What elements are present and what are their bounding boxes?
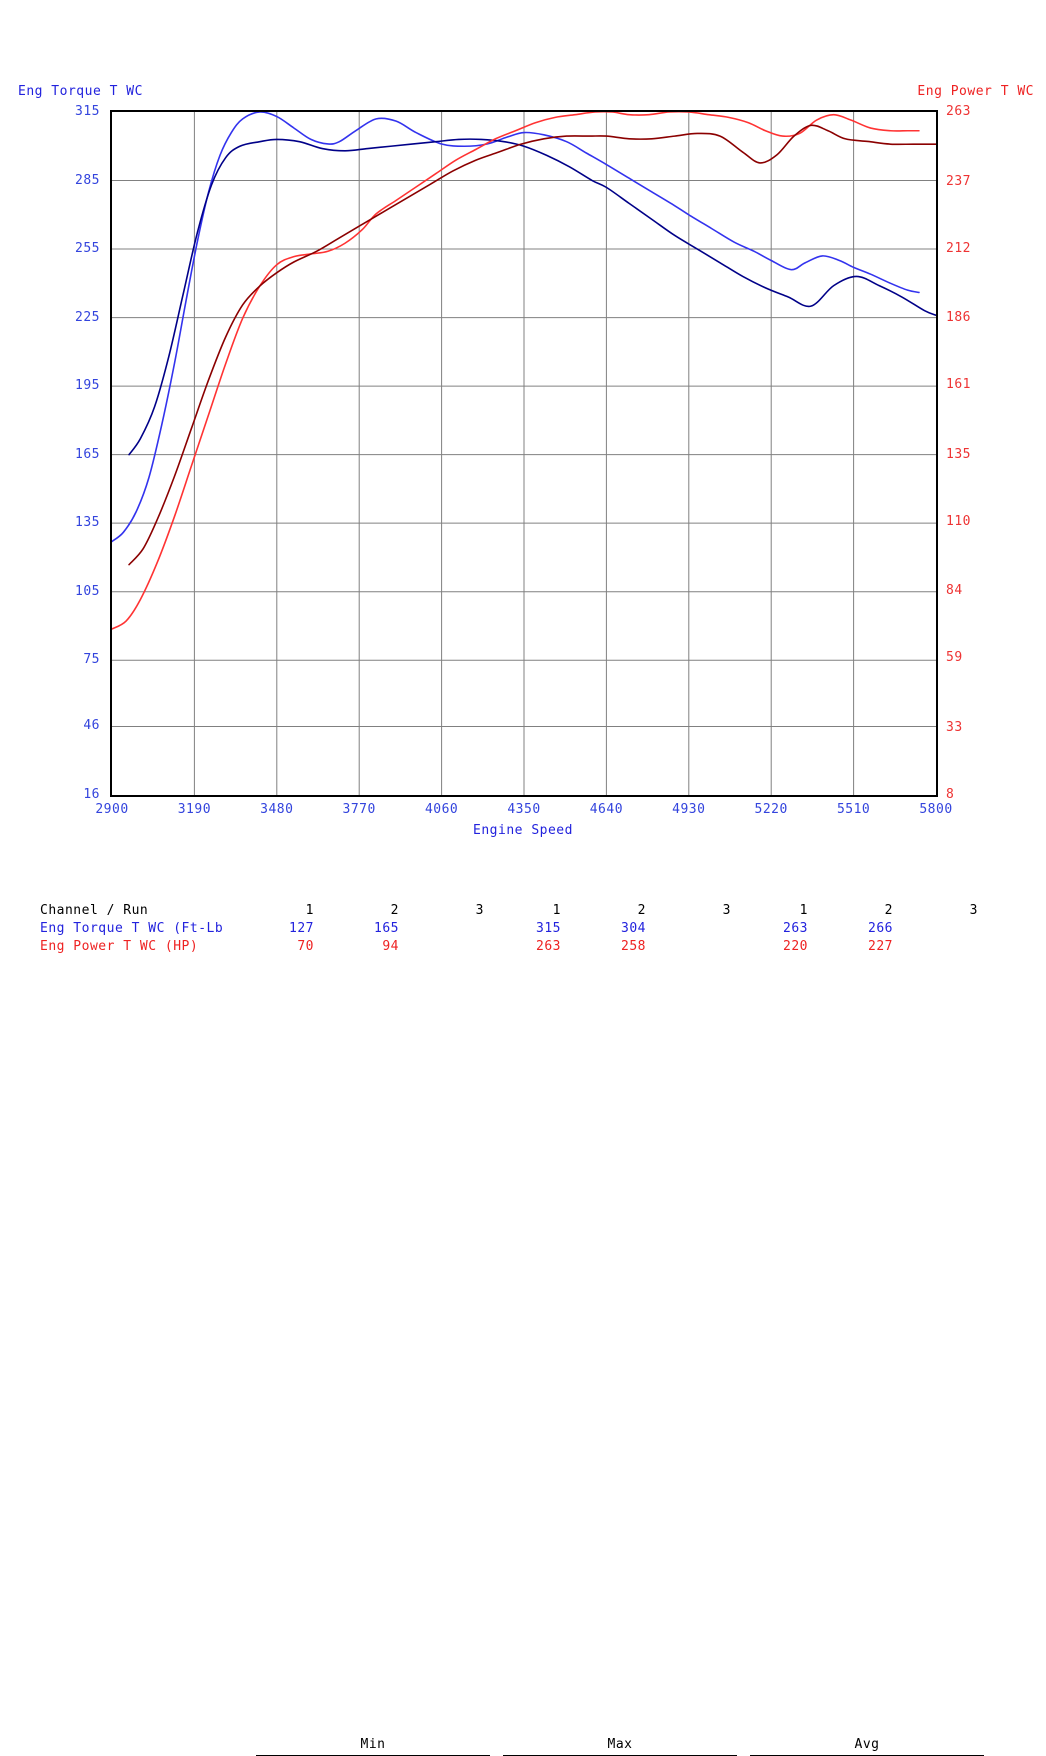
x-tick-4060: 4060 bbox=[424, 802, 459, 817]
plot-svg bbox=[112, 112, 936, 795]
series-line-2 bbox=[128, 138, 936, 456]
x-tick-3190: 3190 bbox=[177, 802, 212, 817]
summary-cell-channel-avg-run2: 2 bbox=[884, 903, 893, 918]
data-curves bbox=[112, 112, 936, 630]
series-line-4 bbox=[128, 124, 936, 566]
right-tick-135: 135 bbox=[946, 446, 971, 462]
right-tick-84: 84 bbox=[946, 583, 963, 599]
summary-table: Min Max Avg Channel / Run 1 2 3 1 2 3 1 2 3 Eng Torqu… bbox=[0, 866, 1046, 1756]
x-tick-5510: 5510 bbox=[836, 802, 871, 817]
left-tick-255: 255 bbox=[75, 241, 100, 257]
left-tick-16: 16 bbox=[83, 787, 100, 802]
summary-cell-power-min-run1: 70 bbox=[297, 939, 314, 954]
x-tick-3770: 3770 bbox=[342, 802, 376, 817]
x-tick-3480: 3480 bbox=[260, 802, 294, 817]
left-tick-135: 135 bbox=[75, 515, 100, 531]
left-tick-285: 285 bbox=[75, 172, 100, 188]
summary-cell-channel-max-run1: 1 bbox=[552, 903, 561, 918]
x-tick-5220: 5220 bbox=[754, 802, 788, 817]
series-line-3 bbox=[112, 112, 920, 630]
summary-cell-channel-avg-run1: 1 bbox=[799, 903, 808, 918]
summary-cell-channel-min-run2: 2 bbox=[390, 903, 399, 918]
summary-cell-power-avg-run1: 220 bbox=[783, 939, 808, 954]
x-tick-4640: 4640 bbox=[589, 802, 624, 817]
right-tick-33: 33 bbox=[946, 720, 963, 736]
summary-row-label-torque: Eng Torque T WC (Ft-Lb bbox=[40, 921, 224, 936]
summary-row-label-power: Eng Power T WC (HP) bbox=[40, 939, 199, 954]
left-tick-75: 75 bbox=[83, 652, 100, 668]
right-tick-110: 110 bbox=[946, 513, 971, 529]
x-tick-2900: 2900 bbox=[95, 802, 129, 817]
x-axis-title: Engine Speed bbox=[473, 823, 573, 838]
right-axis-title: Eng Power T WC bbox=[917, 84, 1034, 99]
summary-cell-power-avg-run2: 227 bbox=[868, 939, 893, 954]
x-tick-4350: 4350 bbox=[507, 802, 541, 817]
right-tick-8: 8 bbox=[946, 787, 955, 802]
summary-cell-torque-max-run1: 315 bbox=[536, 921, 561, 936]
left-tick-105: 105 bbox=[75, 583, 100, 599]
dyno-chart-page: Eng Torque T WC Eng Power T WC 315 285 255… bbox=[0, 84, 1046, 1756]
right-tick-212: 212 bbox=[946, 240, 971, 256]
summary-cell-channel-avg-run3: 3 bbox=[969, 903, 978, 918]
summary-cell-channel-min-run1: 1 bbox=[305, 903, 314, 918]
right-tick-59: 59 bbox=[946, 650, 963, 666]
right-tick-186: 186 bbox=[946, 310, 971, 326]
summary-cell-torque-avg-run2: 266 bbox=[868, 921, 893, 936]
x-tick-5800: 5800 bbox=[919, 802, 953, 817]
summary-row-label-channel: Channel / Run bbox=[40, 903, 149, 918]
summary-cell-torque-avg-run1: 263 bbox=[783, 921, 808, 936]
summary-cell-torque-max-run2: 304 bbox=[621, 921, 646, 936]
left-tick-315: 315 bbox=[75, 104, 100, 119]
summary-cell-channel-max-run2: 2 bbox=[637, 903, 646, 918]
summary-cell-torque-min-run2: 165 bbox=[374, 921, 399, 936]
gridlines bbox=[112, 112, 936, 795]
summary-group-header-min: Min bbox=[360, 1737, 386, 1752]
summary-cell-channel-min-run3: 3 bbox=[475, 903, 484, 918]
summary-cell-channel-max-run3: 3 bbox=[722, 903, 731, 918]
plot-area bbox=[110, 110, 938, 797]
left-axis-title: Eng Torque T WC bbox=[18, 84, 143, 99]
left-tick-46: 46 bbox=[83, 718, 100, 734]
left-tick-165: 165 bbox=[75, 446, 100, 462]
right-tick-161: 161 bbox=[946, 377, 971, 393]
series-line-1 bbox=[112, 112, 920, 543]
summary-cell-power-max-run2: 258 bbox=[621, 939, 646, 954]
summary-cell-power-min-run2: 94 bbox=[382, 939, 399, 954]
summary-group-header-avg: Avg bbox=[854, 1737, 880, 1752]
summary-cell-power-max-run1: 263 bbox=[536, 939, 561, 954]
right-tick-237: 237 bbox=[946, 173, 971, 189]
right-tick-263: 263 bbox=[946, 104, 971, 119]
summary-cell-torque-min-run1: 127 bbox=[289, 921, 314, 936]
summary-group-header-max: Max bbox=[607, 1737, 633, 1752]
x-tick-4930: 4930 bbox=[672, 802, 706, 817]
left-tick-195: 195 bbox=[75, 378, 100, 394]
left-tick-225: 225 bbox=[75, 309, 100, 325]
